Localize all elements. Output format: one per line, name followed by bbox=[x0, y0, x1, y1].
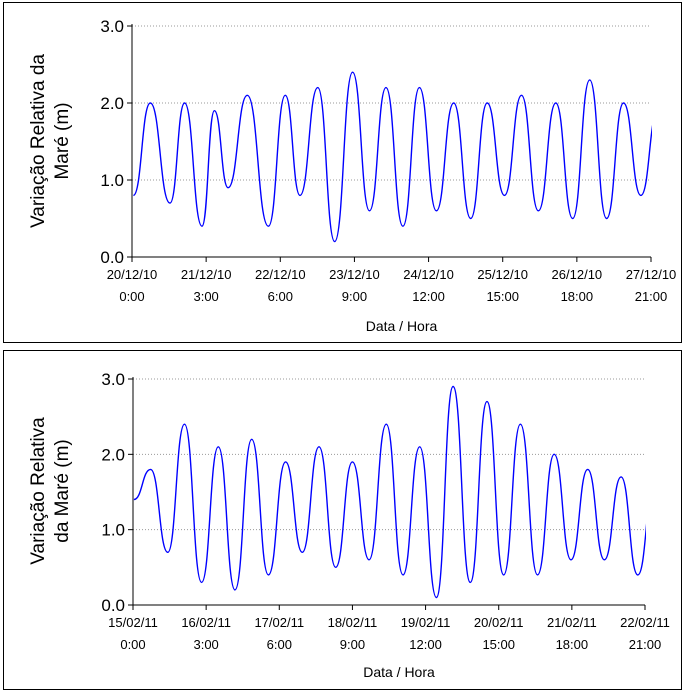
x-tick-time: 15:00 bbox=[486, 289, 519, 304]
y-tick-label: 0.0 bbox=[100, 248, 124, 267]
y-axis-label: Variação Relativa da bbox=[28, 54, 49, 228]
y-axis-label: Maré (m) bbox=[52, 102, 73, 179]
x-tick-time: 12:00 bbox=[409, 637, 442, 652]
tide-series-line bbox=[132, 71, 652, 243]
x-tick-date: 21/12/10 bbox=[181, 267, 232, 282]
tide-chart-1: 0.0 1.0 2.0 3.0 20/12/10 0:00 21/12/10 3:00 22/1… bbox=[28, 17, 677, 334]
x-tick-date: 27/12/10 bbox=[626, 267, 677, 282]
tide-series-line bbox=[133, 385, 646, 599]
x-tick-time: 15:00 bbox=[482, 637, 515, 652]
x-tick-time: 0:00 bbox=[120, 637, 145, 652]
x-tick-date: 23/12/10 bbox=[329, 267, 380, 282]
x-tick-date: 22/02/11 bbox=[620, 615, 670, 630]
x-tick-date: 17/02/11 bbox=[254, 615, 304, 630]
x-tick-time: 3:00 bbox=[193, 637, 218, 652]
y-tick-label: 2.0 bbox=[101, 445, 125, 464]
x-tick-date: 25/12/10 bbox=[477, 267, 528, 282]
x-tick-date: 24/12/10 bbox=[403, 267, 454, 282]
x-tick-date: 15/02/11 bbox=[108, 615, 158, 630]
x-tick-time: 6:00 bbox=[267, 637, 292, 652]
x-tick-time: 9:00 bbox=[340, 637, 365, 652]
y-tick-label: 1.0 bbox=[100, 171, 124, 190]
x-tick-date: 21/02/11 bbox=[547, 615, 597, 630]
y-tick-label: 2.0 bbox=[100, 94, 124, 113]
y-tick-label: 0.0 bbox=[101, 596, 125, 615]
x-tick-time: 21:00 bbox=[629, 637, 662, 652]
tide-chart-2: 0.0 1.0 2.0 3.0 15/02/11 0:00 16/02/11 3:00 17/0… bbox=[28, 370, 670, 680]
x-tick-time: 3:00 bbox=[193, 289, 218, 304]
x-tick-time: 6:00 bbox=[268, 289, 293, 304]
x-tick-time: 12:00 bbox=[412, 289, 445, 304]
chart-panel-2: 0.0 1.0 2.0 3.0 15/02/11 0:00 16/02/11 3:00 17/0… bbox=[3, 350, 682, 690]
chart-panel-1: 0.0 1.0 2.0 3.0 20/12/10 0:00 21/12/10 3:00 22/1… bbox=[3, 2, 682, 343]
y-axis-label: da Maré (m) bbox=[52, 439, 73, 542]
x-tick-time: 18:00 bbox=[561, 289, 594, 304]
y-axis-label: Variação Relativa bbox=[28, 417, 49, 565]
x-tick-time: 0:00 bbox=[119, 289, 144, 304]
x-tick-date: 22/12/10 bbox=[255, 267, 306, 282]
y-tick-label: 3.0 bbox=[101, 370, 125, 389]
x-tick-time: 21:00 bbox=[635, 289, 668, 304]
x-axis-label: Data / Hora bbox=[366, 318, 438, 334]
x-tick-time: 9:00 bbox=[342, 289, 367, 304]
x-tick-date: 16/02/11 bbox=[181, 615, 231, 630]
x-tick-date: 20/12/10 bbox=[107, 267, 158, 282]
x-tick-date: 18/02/11 bbox=[328, 615, 378, 630]
y-tick-label: 1.0 bbox=[101, 521, 125, 540]
y-tick-label: 3.0 bbox=[100, 17, 124, 36]
x-tick-date: 20/02/11 bbox=[474, 615, 524, 630]
x-tick-time: 18:00 bbox=[556, 637, 589, 652]
x-tick-date: 26/12/10 bbox=[552, 267, 603, 282]
x-axis-label: Data / Hora bbox=[363, 664, 435, 680]
x-tick-date: 19/02/11 bbox=[401, 615, 451, 630]
